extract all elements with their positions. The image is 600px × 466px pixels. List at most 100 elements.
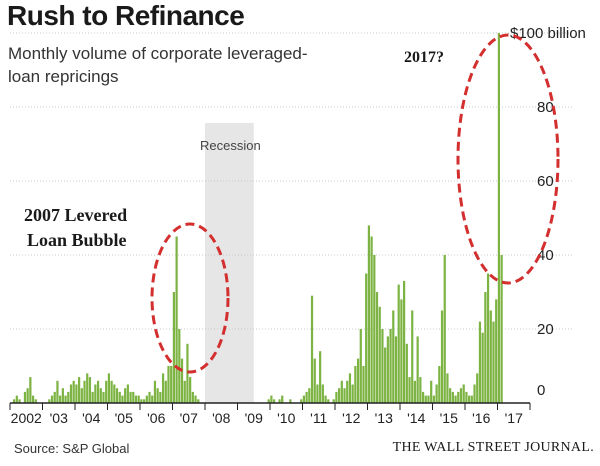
bar — [381, 329, 384, 403]
bar — [321, 384, 324, 403]
bar — [26, 388, 29, 403]
annotation-label-2017: 2017? — [404, 49, 444, 66]
bar — [370, 236, 373, 403]
x-tick-label: '10 — [277, 410, 295, 426]
x-tick-label: '03 — [50, 410, 68, 426]
bar — [468, 395, 471, 403]
annotation-ellipse-2017 — [456, 33, 560, 285]
annotation-ellipse-2007 — [150, 222, 230, 374]
bar — [153, 380, 157, 403]
bar — [416, 336, 419, 403]
bar — [75, 384, 78, 403]
bar — [465, 391, 468, 403]
bar — [129, 391, 132, 403]
bar-layer — [13, 33, 503, 403]
bar — [164, 380, 167, 403]
bar — [180, 358, 184, 403]
annotation-label-2007-line1: 2007 Levered — [24, 205, 127, 225]
bar — [367, 225, 371, 403]
annotation-label-2007-line2: Loan Bubble — [27, 230, 127, 250]
bar — [489, 310, 492, 403]
x-tick-label: '06 — [147, 410, 165, 426]
bar — [340, 380, 343, 403]
bar — [438, 366, 441, 403]
bar — [449, 388, 452, 403]
bar — [495, 299, 498, 403]
bar — [457, 391, 460, 403]
bar — [413, 380, 417, 403]
bar — [302, 395, 306, 403]
bar — [486, 273, 490, 403]
bar — [53, 391, 56, 403]
chart-title: Rush to Refinance — [7, 0, 245, 31]
gridline-layer — [10, 32, 572, 330]
bar — [15, 395, 18, 403]
x-tick-label: '08 — [212, 410, 230, 426]
bar — [83, 380, 86, 403]
bar — [300, 399, 303, 403]
bar — [343, 388, 346, 403]
bar — [459, 388, 463, 403]
bar — [183, 380, 186, 403]
bar — [316, 384, 319, 403]
bar — [430, 380, 433, 403]
bar — [31, 395, 35, 403]
axis-layer — [9, 402, 531, 410]
bar — [327, 399, 330, 403]
x-tick-label: '12 — [342, 410, 360, 426]
bar — [18, 399, 21, 403]
bar — [156, 388, 159, 403]
bar — [281, 395, 284, 403]
bar — [191, 391, 194, 403]
bar — [308, 388, 311, 403]
bar — [397, 284, 400, 403]
bar — [492, 321, 495, 403]
y-tick-label: $100 billion — [510, 25, 586, 42]
x-tick-label-layer: 2002 '03 '04 '05 '06 '07 '08 '09 '10 '11 '12 '13 '14… — [11, 410, 523, 426]
bar — [405, 343, 408, 403]
bar — [473, 384, 476, 403]
bar — [67, 391, 70, 403]
x-tick-label: '05 — [115, 410, 133, 426]
x-tick-label: '14 — [407, 410, 425, 426]
bar — [354, 366, 357, 403]
bar — [110, 380, 113, 403]
bar — [400, 299, 403, 403]
bar — [305, 391, 308, 403]
bar — [134, 395, 138, 403]
bar — [478, 321, 482, 403]
bar — [102, 391, 105, 403]
bar — [126, 384, 129, 403]
bar — [88, 377, 92, 403]
recession-band-layer: Recession — [200, 123, 261, 403]
bar — [435, 384, 438, 403]
bar — [91, 391, 94, 403]
bar — [137, 395, 140, 403]
bar — [273, 399, 276, 403]
bar — [411, 310, 414, 403]
bar — [13, 399, 16, 403]
bar — [313, 358, 316, 403]
x-tick-label: '09 — [245, 410, 263, 426]
bar — [72, 380, 75, 403]
x-tick-label: '16 — [472, 410, 490, 426]
bar — [446, 373, 449, 403]
y-tick-label: 20 — [537, 321, 554, 338]
bar — [107, 373, 111, 403]
bar — [421, 391, 425, 403]
bar — [392, 310, 395, 403]
bar — [59, 395, 62, 403]
bar — [161, 373, 165, 403]
bar — [56, 380, 59, 403]
y-tick-label: 80 — [537, 99, 554, 116]
y-tick-label: 40 — [537, 247, 554, 264]
bar — [189, 377, 192, 403]
bar — [50, 395, 54, 403]
bar — [348, 373, 352, 403]
bar — [143, 399, 146, 403]
bar — [267, 399, 270, 403]
bar — [29, 377, 32, 403]
annotation-layer: 2007 Levered Loan Bubble 2017? — [24, 33, 560, 374]
bar — [86, 373, 89, 403]
